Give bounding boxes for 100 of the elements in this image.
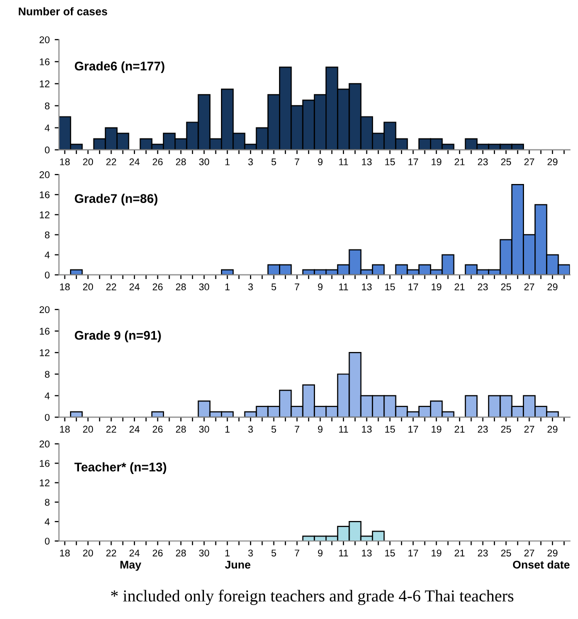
text: Grade6 (n=177) <box>74 61 164 73</box>
x-tick-label: 26 <box>152 283 163 290</box>
x-tick-label: 11 <box>339 426 348 433</box>
x-tick-label: 21 <box>454 550 465 556</box>
x-tick-label: 1 <box>225 158 230 166</box>
x-tick-label: 27 <box>524 550 534 556</box>
x-tick-label: 13 <box>362 426 372 433</box>
x-tick-label: 11 <box>339 550 348 556</box>
x-tick-label: 18 <box>60 158 70 166</box>
x-tick-label: 5 <box>271 284 276 290</box>
text: June <box>224 560 250 569</box>
x-tick-label: 15 <box>385 284 395 290</box>
x-tick-label: 1 <box>225 426 230 433</box>
text: Teacher* (n=13) <box>74 462 166 474</box>
x-tick-label: 28 <box>176 283 186 290</box>
x-tick-label: 25 <box>501 158 512 166</box>
y-tick-label: 8 <box>44 102 50 110</box>
bar <box>220 269 234 275</box>
x-tick-label: 23 <box>478 426 488 433</box>
x-tick-label: 19 <box>432 158 442 166</box>
x-tick-label: 13 <box>362 158 372 166</box>
x-tick-label: 20 <box>83 283 94 290</box>
x-tick-label: 15 <box>385 158 395 166</box>
x-tick-label: 19 <box>432 283 442 290</box>
x-tick-label: 3 <box>248 158 253 166</box>
x-tick-label: 13 <box>362 283 372 290</box>
x-tick-label: 25 <box>501 283 512 290</box>
x-tick-label: 17 <box>408 158 418 166</box>
x-tick-label: 21 <box>454 158 465 166</box>
x-tick-label: 18 <box>60 426 70 433</box>
x-tick-label: 3 <box>248 426 253 433</box>
y-tick-label: 0 <box>44 272 50 278</box>
x-tick-label: 1 <box>225 284 230 290</box>
x-tick-label: 7 <box>294 550 300 556</box>
y-tick-label: 20 <box>40 171 50 178</box>
y-tick-label: 16 <box>40 191 50 198</box>
x-tick-label: 1 <box>225 550 230 556</box>
x-tick-label: 27 <box>524 283 534 290</box>
x-tick-label: 22 <box>106 283 116 290</box>
text: * included only foreign teachers and grade 4-6 Thai teachers <box>111 590 514 605</box>
y-tick-label: 0 <box>44 414 50 421</box>
x-tick-label: 18 <box>60 550 70 556</box>
x-tick-label: 15 <box>385 426 395 433</box>
x-tick-label: 7 <box>294 158 300 166</box>
bar <box>70 269 83 275</box>
y-axis-title: Number of cases <box>18 7 108 16</box>
x-tick-label: 27 <box>524 158 534 166</box>
x-tick-label: 26 <box>152 550 163 556</box>
text: Grade 9 (n=91) <box>74 330 161 342</box>
x-tick-label: 28 <box>176 550 186 556</box>
x-tick-label: 5 <box>271 158 276 166</box>
x-tick-label: 9 <box>318 426 322 433</box>
bar <box>464 395 478 418</box>
x-tick-label: 23 <box>478 283 488 290</box>
x-tick-label: 22 <box>106 426 116 433</box>
y-tick-label: 8 <box>44 498 50 506</box>
x-tick-label: 18 <box>60 283 70 290</box>
x-tick-label: 29 <box>548 426 558 433</box>
x-tick-label: 9 <box>318 283 322 290</box>
x-tick-label: 9 <box>318 550 322 556</box>
y-tick-label: 4 <box>44 392 50 400</box>
x-tick-label: 5 <box>271 550 276 556</box>
y-tick-label: 4 <box>44 518 50 526</box>
x-tick-label: 17 <box>408 550 418 556</box>
x-tick-label: 24 <box>130 426 140 433</box>
y-tick-label: 8 <box>44 370 50 378</box>
x-tick-label: 27 <box>524 426 534 433</box>
x-tick-label: 28 <box>176 158 186 166</box>
text: May <box>120 560 142 571</box>
x-tick-label: 9 <box>318 158 322 166</box>
y-tick-label: 20 <box>40 440 50 448</box>
x-tick-label: 7 <box>294 426 300 433</box>
y-tick-label: 12 <box>40 349 50 356</box>
x-tick-label: 17 <box>408 284 418 290</box>
y-tick-label: 16 <box>40 460 50 467</box>
x-tick-label: 13 <box>362 550 372 556</box>
x-tick-label: 24 <box>130 283 140 290</box>
x-tick-label: 25 <box>501 426 512 433</box>
x-tick-label: 30 <box>199 283 210 290</box>
x-tick-label: 25 <box>501 550 512 556</box>
x-tick-label: 20 <box>83 550 94 556</box>
y-tick-label: 0 <box>44 146 50 154</box>
y-tick-label: 4 <box>44 124 50 132</box>
y-tick-label: 12 <box>40 80 50 88</box>
x-tick-label: 21 <box>454 283 465 290</box>
x-tick-label: 26 <box>152 158 163 166</box>
x-axis-title: Onset date <box>512 560 570 569</box>
x-tick-label: 7 <box>294 284 300 290</box>
x-tick-label: 29 <box>548 550 558 556</box>
x-tick-label: 26 <box>152 426 163 433</box>
x-tick-label: 23 <box>478 158 488 166</box>
y-tick-label: 20 <box>40 306 50 314</box>
y-tick-label: 4 <box>44 252 50 258</box>
x-tick-label: 24 <box>130 550 140 556</box>
y-tick-label: 8 <box>44 231 50 238</box>
y-tick-label: 20 <box>40 36 50 44</box>
x-tick-label: 29 <box>548 283 558 290</box>
x-tick-label: 28 <box>176 426 186 433</box>
x-tick-label: 19 <box>432 426 442 433</box>
x-tick-label: 5 <box>271 426 276 433</box>
